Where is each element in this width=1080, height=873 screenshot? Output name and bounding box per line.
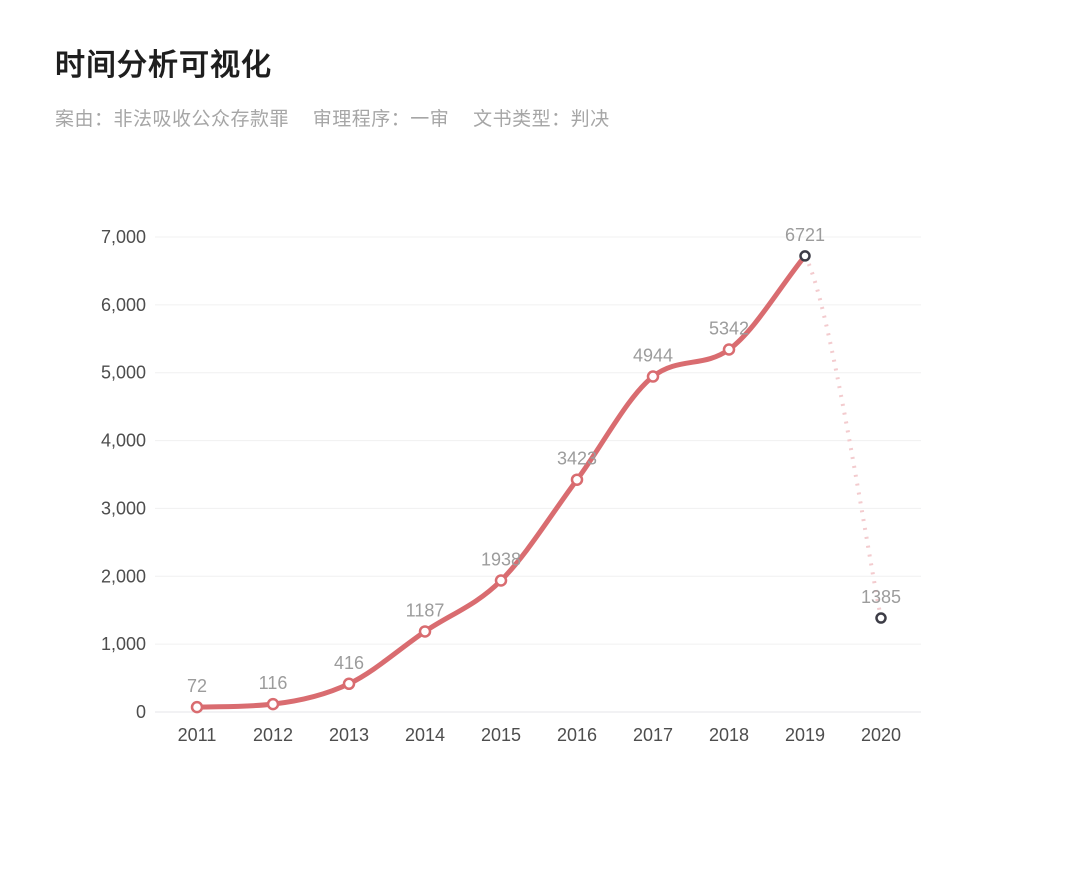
y-tick-label-7,000: 7,000 bbox=[101, 227, 146, 247]
x-tick-label-2019: 2019 bbox=[785, 725, 825, 745]
y-tick-label-0: 0 bbox=[136, 702, 146, 722]
filter-case-cause: 案由：非法吸收公众存款罪 bbox=[55, 109, 290, 130]
x-tick-label-2011: 2011 bbox=[178, 725, 217, 745]
y-tick-label-3,000: 3,000 bbox=[101, 498, 146, 518]
x-tick-label-2012: 2012 bbox=[253, 725, 293, 745]
data-point-2016[interactable] bbox=[570, 473, 584, 486]
data-label-2013: 416 bbox=[334, 653, 364, 673]
axis-layer: 0 1,000 2,000 3,000 4,000 5,000 6,000 7,000 2011… bbox=[101, 227, 901, 745]
data-label-2020: 1385 bbox=[861, 587, 901, 607]
data-point-2012[interactable] bbox=[266, 697, 280, 711]
data-label-2011: 72 bbox=[187, 676, 207, 696]
page-title: 时间分析可视化 bbox=[55, 49, 272, 82]
data-point-2014[interactable] bbox=[418, 625, 432, 638]
series-layer bbox=[190, 250, 887, 714]
data-label-2014: 1187 bbox=[406, 600, 445, 620]
y-tick-label-5,000: 5,000 bbox=[101, 363, 146, 383]
y-tick-label-2,000: 2,000 bbox=[101, 566, 146, 586]
data-label-layer: 72 116 416 1187 1938 3423 4944 5342 6721 1385 bbox=[187, 225, 901, 696]
data-label-2017: 4944 bbox=[633, 346, 673, 366]
filter-document-type: 文书类型：判决 bbox=[473, 109, 610, 130]
x-tick-label-2018: 2018 bbox=[709, 725, 749, 745]
trend-line-solid bbox=[194, 253, 808, 710]
data-point-2015[interactable] bbox=[494, 574, 508, 587]
filter-summary: 案由：非法吸收公众存款罪 审理程序：一审 文书类型：判决 bbox=[55, 104, 628, 131]
y-tick-label-4,000: 4,000 bbox=[101, 431, 146, 451]
y-tick-label-6,000: 6,000 bbox=[101, 295, 146, 315]
data-label-2019: 6721 bbox=[785, 225, 825, 245]
filter-trial-procedure: 审理程序：一审 bbox=[312, 109, 450, 130]
data-point-2020[interactable] bbox=[875, 612, 887, 624]
data-point-2019[interactable] bbox=[799, 250, 811, 262]
data-point-2017[interactable] bbox=[646, 370, 660, 383]
x-tick-label-2017: 2017 bbox=[633, 725, 673, 745]
x-tick-label-2016: 2016 bbox=[557, 725, 597, 745]
data-label-2018: 5342 bbox=[709, 319, 749, 339]
data-point-2013[interactable] bbox=[342, 677, 356, 691]
x-tick-label-2020: 2020 bbox=[861, 725, 901, 745]
data-label-2016: 3423 bbox=[557, 449, 597, 469]
data-point-2018[interactable] bbox=[722, 343, 736, 356]
x-tick-label-2014: 2014 bbox=[405, 725, 445, 745]
y-tick-label-1,000: 1,000 bbox=[101, 634, 146, 654]
trend-line-dotted-projection bbox=[803, 254, 883, 619]
grid-layer bbox=[155, 236, 921, 713]
data-label-2012: 116 bbox=[259, 673, 288, 693]
x-tick-label-2015: 2015 bbox=[481, 725, 521, 745]
data-point-2011[interactable] bbox=[190, 700, 204, 714]
x-tick-label-2013: 2013 bbox=[329, 725, 369, 745]
data-label-2015: 1938 bbox=[481, 549, 521, 569]
